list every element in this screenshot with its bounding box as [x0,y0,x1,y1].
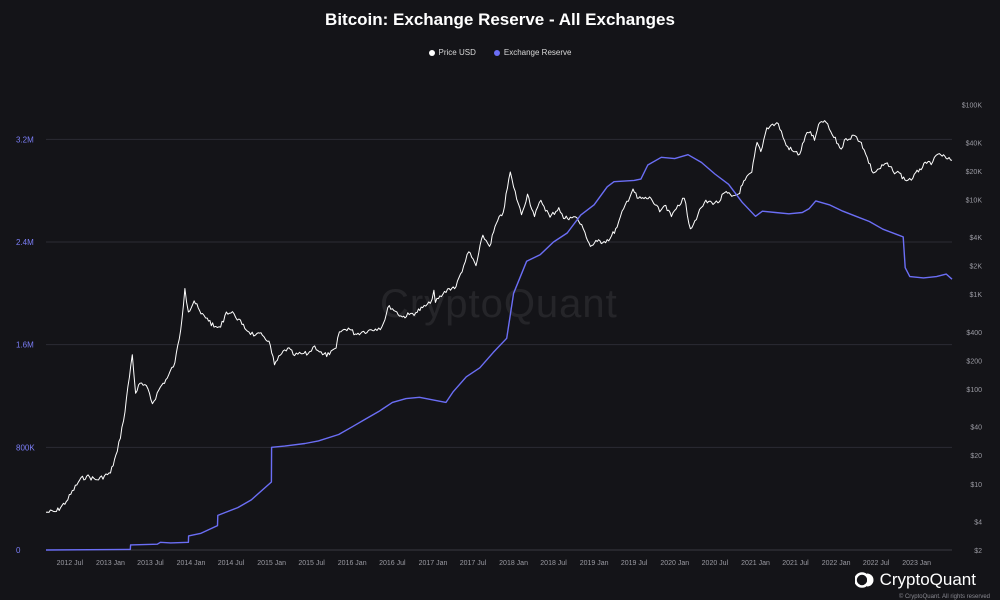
right-tick-label: $20K [966,169,983,176]
left-tick-label: 2.4M [16,238,34,247]
x-tick-label: 2020 Jul [702,560,729,567]
right-tick-label: $20 [970,453,982,460]
right-tick-label: $10K [966,197,983,204]
right-tick-label: $200 [966,358,982,365]
x-tick-label: 2018 Jul [540,560,567,567]
x-tick-label: 2016 Jul [379,560,406,567]
x-tick-label: 2019 Jan [580,560,609,567]
right-tick-label: $2 [974,548,982,555]
gridlines [46,138,952,448]
series-line-exchange-reserve [45,154,953,551]
x-tick-label: 2016 Jan [338,560,367,567]
left-tick-label: 0 [16,546,21,555]
x-tick-label: 2023 Jan [902,560,931,567]
chart-title: Bitcoin: Exchange Reserve - All Exchange… [325,10,675,29]
x-tick-label: 2015 Jan [257,560,286,567]
x-tick-label: 2020 Jan [660,560,689,567]
watermark: CryptoQuant [380,282,618,326]
left-tick-label: 800K [16,443,35,452]
x-tick-label: 2014 Jan [177,560,206,567]
x-tick-label: 2021 Jul [782,560,809,567]
x-tick-label: 2015 Jul [298,560,325,567]
legend: Price USD Exchange Reserve [0,48,1000,57]
x-tick-label: 2012 Jul [57,560,84,567]
logo-text: CryptoQuant [879,570,976,589]
right-tick-label: $1K [970,292,983,299]
copyright-text: © CryptoQuant. All rights reserved [898,594,990,600]
legend-swatch-price [428,49,435,56]
right-tick-label: $100K [962,103,983,110]
right-tick-label: $2K [970,264,983,271]
x-tick-label: 2014 Jul [218,560,245,567]
right-tick-label: $40 [970,425,982,432]
series-line-price-usd [45,120,953,513]
legend-label-reserve: Exchange Reserve [503,48,572,57]
x-axis: 2012 Jul 2013 Jan 2013 Jul 2014 Jan 2014 Jul… [46,549,952,567]
right-tick-label: $100 [966,387,982,394]
x-tick-label: 2022 Jul [863,560,890,567]
right-tick-label: $40K [966,140,983,147]
right-tick-label: $4 [974,519,982,526]
right-axis: $2 $4 $10 $20 $40 $100 $200 $400 $1K $2K $4K $10K $2… [962,103,983,555]
x-tick-label: 2018 Jan [499,560,528,567]
x-tick-label: 2021 Jan [741,560,770,567]
x-tick-label: 2013 Jan [96,560,125,567]
x-tick-label: 2019 Jul [621,560,648,567]
x-tick-label: 2017 Jul [460,560,487,567]
legend-item-price[interactable]: Price USD [428,48,476,57]
legend-label-price: Price USD [438,48,476,57]
series-layer [45,120,953,551]
left-tick-label: 1.6M [16,341,34,350]
legend-swatch-reserve [493,49,500,56]
x-tick-label: 2017 Jan [419,560,448,567]
x-tick-label: 2013 Jul [137,560,164,567]
brand-logo: CryptoQuant [854,570,976,590]
x-tick-label: 2022 Jan [822,560,851,567]
right-tick-label: $400 [966,330,982,337]
right-tick-label: $10 [970,482,982,489]
cryptoquant-logo-icon [854,572,874,588]
left-tick-label: 3.2M [16,135,34,144]
right-tick-label: $4K [970,235,983,242]
legend-item-reserve[interactable]: Exchange Reserve [493,48,572,57]
left-axis: 0 800K 1.6M 2.4M 3.2M [16,135,35,555]
